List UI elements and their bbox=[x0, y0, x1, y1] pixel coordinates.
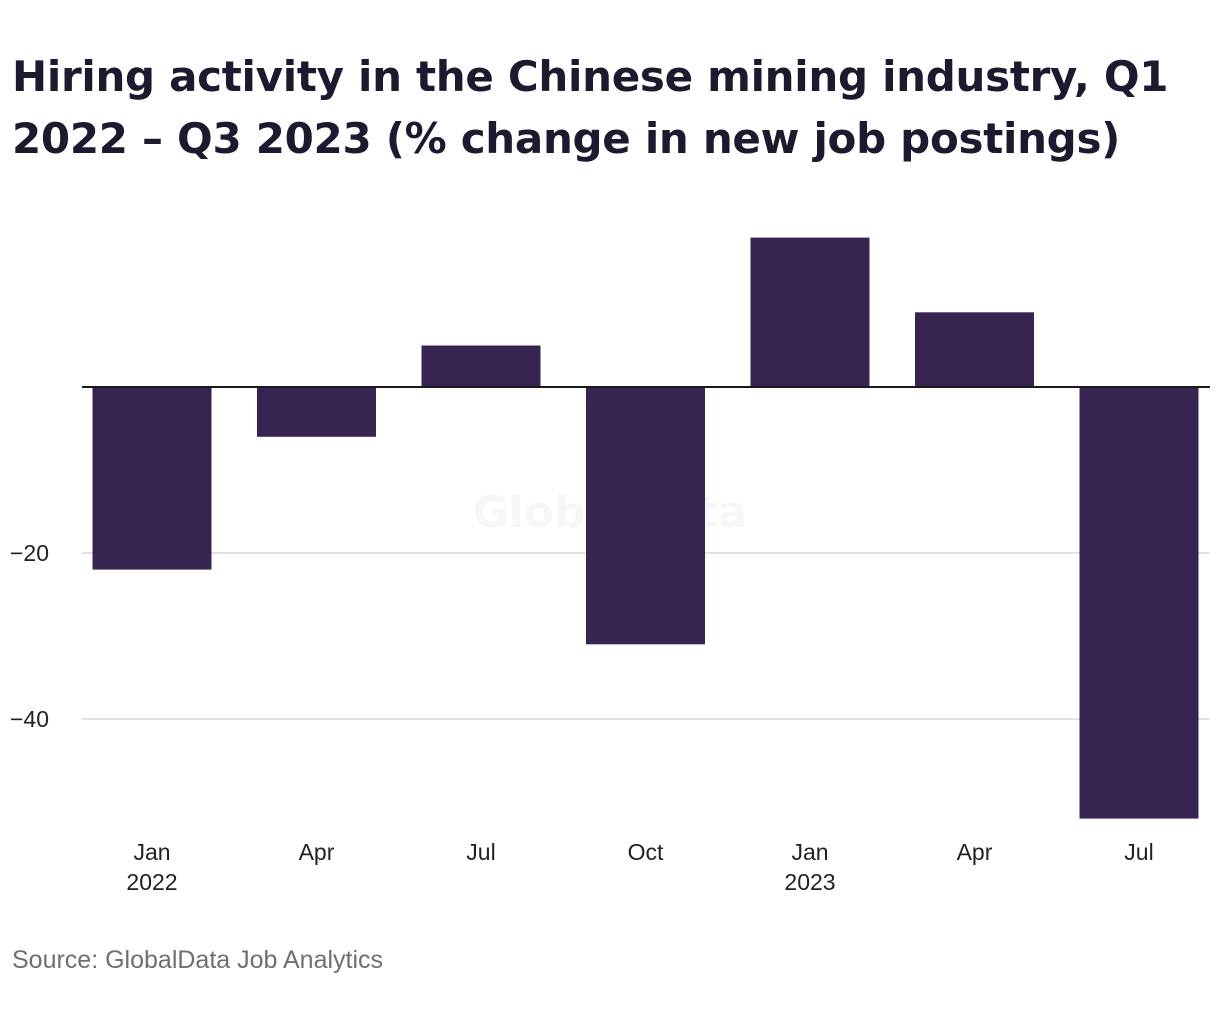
bars bbox=[92, 237, 1199, 819]
bar bbox=[421, 345, 541, 387]
bar bbox=[92, 387, 212, 570]
bar bbox=[1079, 387, 1199, 819]
source-note: Source: GlobalData Job Analytics bbox=[12, 946, 384, 974]
x-tick-label: Oct bbox=[628, 839, 664, 865]
x-tick-label: Apr bbox=[299, 839, 335, 865]
y-tick-label: −20 bbox=[10, 540, 49, 566]
x-tick-label: Jul bbox=[1124, 839, 1153, 865]
x-axis-ticks: Jan 2022 Apr Jul Oct Jan 2023 Apr Jul bbox=[126, 839, 1153, 895]
bar bbox=[915, 312, 1034, 387]
x-tick-label: Jan 2022 bbox=[126, 839, 177, 895]
chart-title: Hiring activity in the Chinese mining in… bbox=[12, 52, 1169, 163]
bar bbox=[257, 387, 376, 437]
bar-chart: GlobalData −20−40 Jan2022AprJulOctJan202… bbox=[10, 237, 1210, 895]
y-tick-label: −40 bbox=[10, 706, 49, 732]
x-tick-label: Apr bbox=[957, 839, 993, 865]
bar bbox=[586, 387, 705, 645]
x-tick-label: Jan 2023 bbox=[784, 839, 835, 895]
y-axis-ticks: −20 −40 bbox=[10, 540, 49, 732]
bar bbox=[750, 237, 870, 387]
x-tick-label: Jul bbox=[466, 839, 495, 865]
